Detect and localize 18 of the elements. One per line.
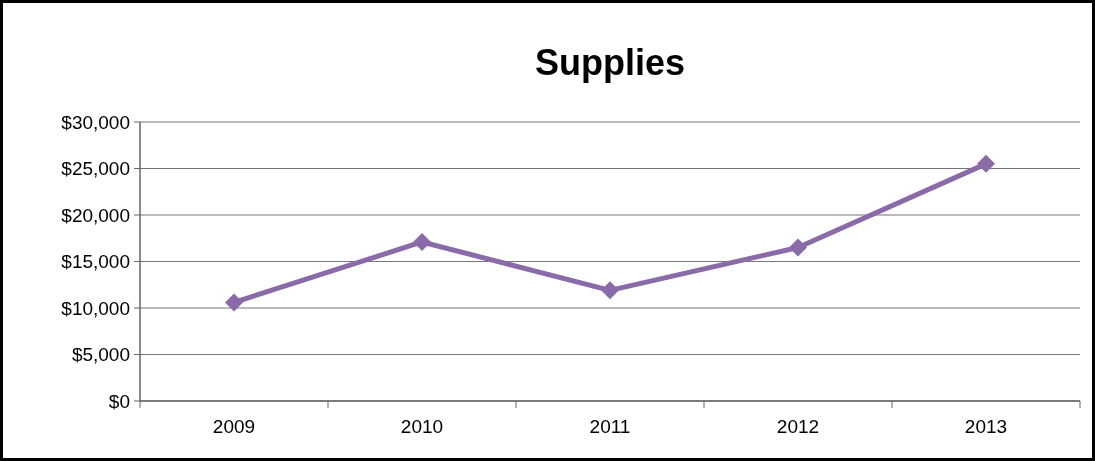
y-tick-label: $10,000 [61,297,130,319]
x-tick-label: 2012 [776,416,820,437]
y-tick-label: $5,000 [71,344,130,366]
x-tick-label: 2010 [400,416,444,437]
x-tick-label: 2013 [964,416,1008,437]
point [789,238,807,257]
point [413,232,431,251]
point [225,293,243,312]
y-tick-label: $30,000 [61,111,130,133]
point [977,154,995,173]
chart-title: Supplies [534,42,686,83]
x-tick-label: 2011 [589,416,631,437]
x-tick-label: 2009 [212,416,256,437]
y-tick-label: $25,000 [61,158,130,180]
y-tick-label: $20,000 [61,204,130,226]
point [601,281,619,300]
y-tick-label: $15,000 [61,251,130,273]
y-tick-label: $0 [108,390,130,412]
